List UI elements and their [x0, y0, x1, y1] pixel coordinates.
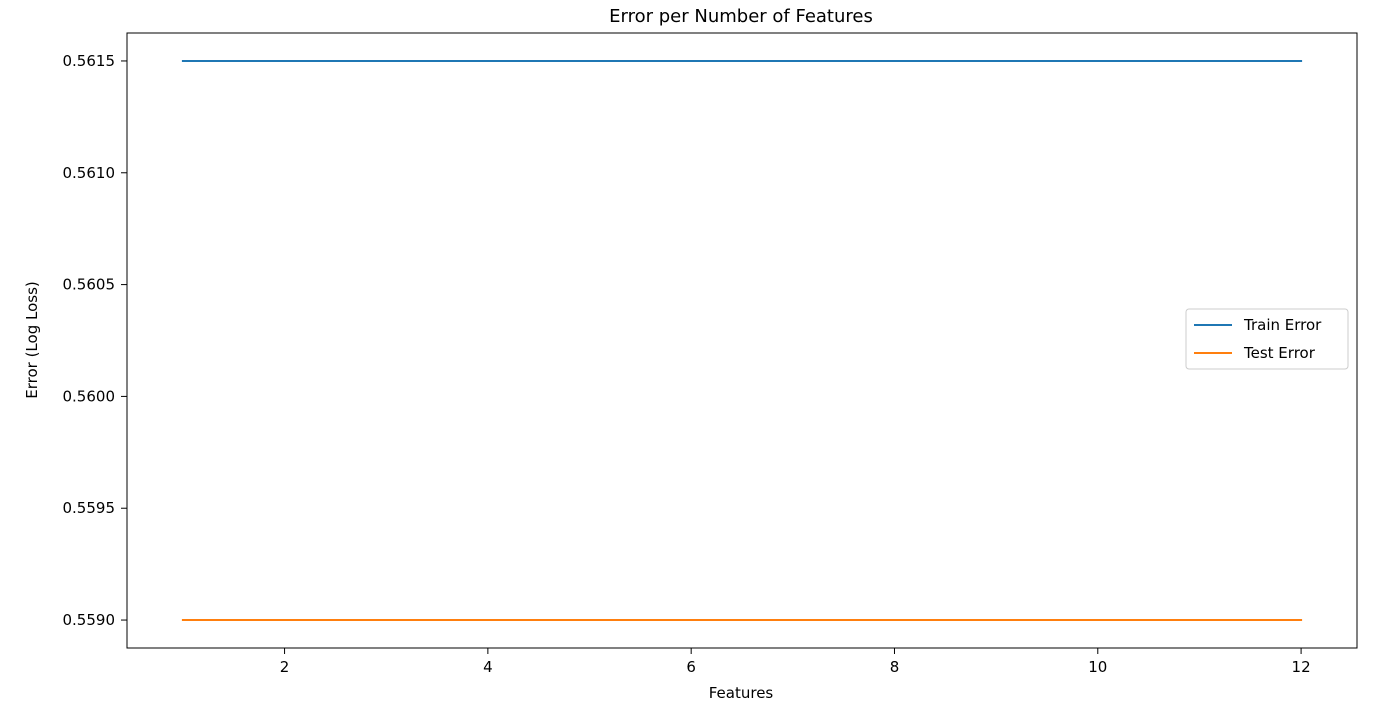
series-layer: [181, 59, 1303, 622]
y-axis: 0.5590 0.5595 0.5600 0.5605 0.5610 0.5615: [63, 52, 127, 629]
x-tick-label: 8: [890, 658, 900, 676]
y-tick-label: 0.5595: [63, 499, 116, 517]
y-tick-label: 0.5590: [63, 611, 116, 629]
y-tick-label: 0.5605: [63, 276, 116, 294]
x-axis-title: Features: [709, 684, 774, 702]
x-tick-label: 10: [1088, 658, 1107, 676]
y-tick-label: 0.5600: [63, 387, 116, 405]
legend: Train Error Test Error: [1185, 308, 1349, 370]
x-tick-label: 6: [686, 658, 696, 676]
y-axis-title: Error (Log Loss): [23, 281, 41, 399]
y-tick-label: 0.5610: [63, 164, 116, 182]
x-axis: 2 4 6 8 10 12: [280, 648, 1311, 676]
plot-frame: [126, 32, 1358, 649]
legend-label-train-error: Train Error: [1243, 316, 1322, 334]
y-tick-label: 0.5615: [63, 52, 116, 70]
legend-label-test-error: Test Error: [1243, 344, 1316, 362]
x-tick-label: 2: [280, 658, 290, 676]
chart-title: Error per Number of Features: [609, 6, 873, 27]
x-tick-label: 4: [483, 658, 493, 676]
x-tick-label: 12: [1292, 658, 1311, 676]
